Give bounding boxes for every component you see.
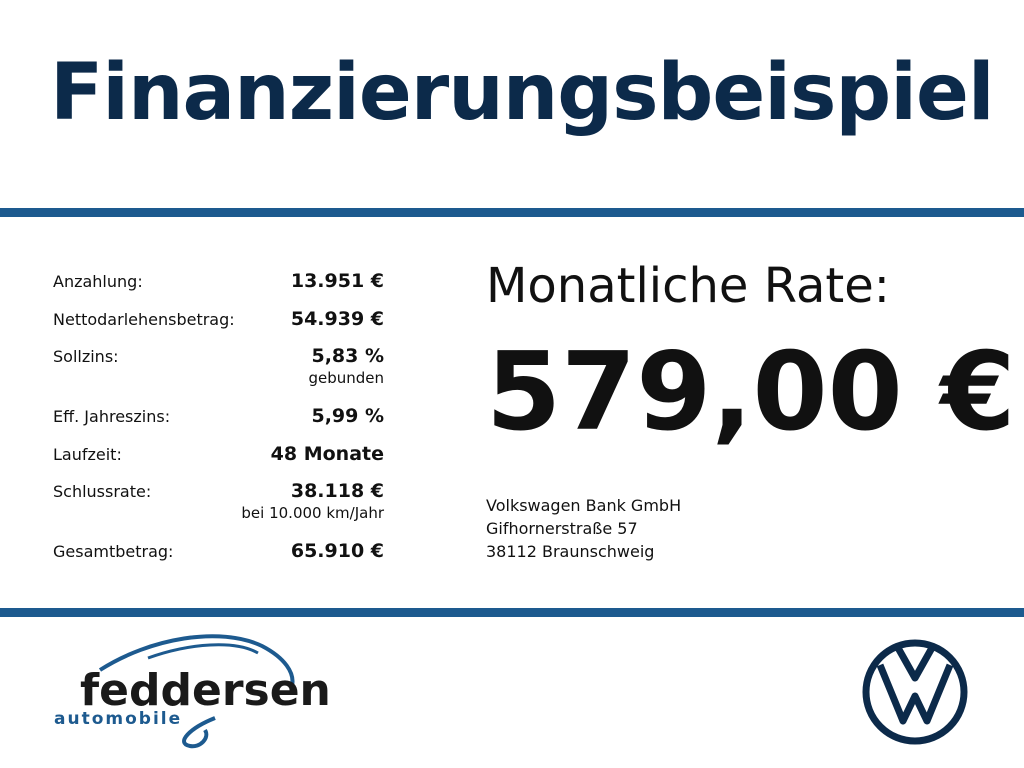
bank-line: Volkswagen Bank GmbH [486, 496, 682, 515]
detail-label: Laufzeit: [53, 445, 122, 464]
detail-label: Gesamtbetrag: [53, 542, 174, 561]
detail-label: Sollzins: [53, 347, 119, 366]
detail-label: Nettodarlehensbetrag: [53, 310, 235, 329]
bank-line: 38112 Braunschweig [486, 542, 655, 561]
detail-value: 65.910 € [290, 540, 384, 562]
detail-note: bei 10.000 km/Jahr [241, 504, 384, 522]
detail-value: 5,83 % [311, 345, 384, 367]
detail-label: Schlussrate: [53, 482, 152, 501]
detail-note: gebunden [308, 369, 384, 387]
detail-value: 38.118 € [290, 480, 384, 502]
detail-label: Anzahlung: [53, 272, 143, 291]
logo-swoosh [147, 643, 259, 660]
rate-value: 579,00 € [486, 330, 1016, 455]
footer-logos: feddersen automobile [54, 634, 968, 749]
divider [0, 608, 1024, 617]
logo-swoosh [98, 634, 295, 687]
detail-value: 5,99 % [311, 405, 384, 427]
detail-value: 48 Monate [270, 443, 384, 465]
detail-label: Eff. Jahreszins: [53, 407, 171, 426]
bank-line: Gifhornerstraße 57 [486, 519, 638, 538]
title: Finanzierungsbeispiel [50, 48, 995, 138]
detail-value: 54.939 € [290, 308, 384, 330]
detail-value: 13.951 € [290, 270, 384, 292]
logo-swoosh [182, 716, 216, 749]
logo-name: feddersen [80, 665, 331, 716]
rate-label: Monatliche Rate: [486, 258, 890, 314]
logo-tagline: automobile [54, 709, 182, 729]
vw-logo [862, 639, 968, 745]
divider [0, 208, 1024, 217]
